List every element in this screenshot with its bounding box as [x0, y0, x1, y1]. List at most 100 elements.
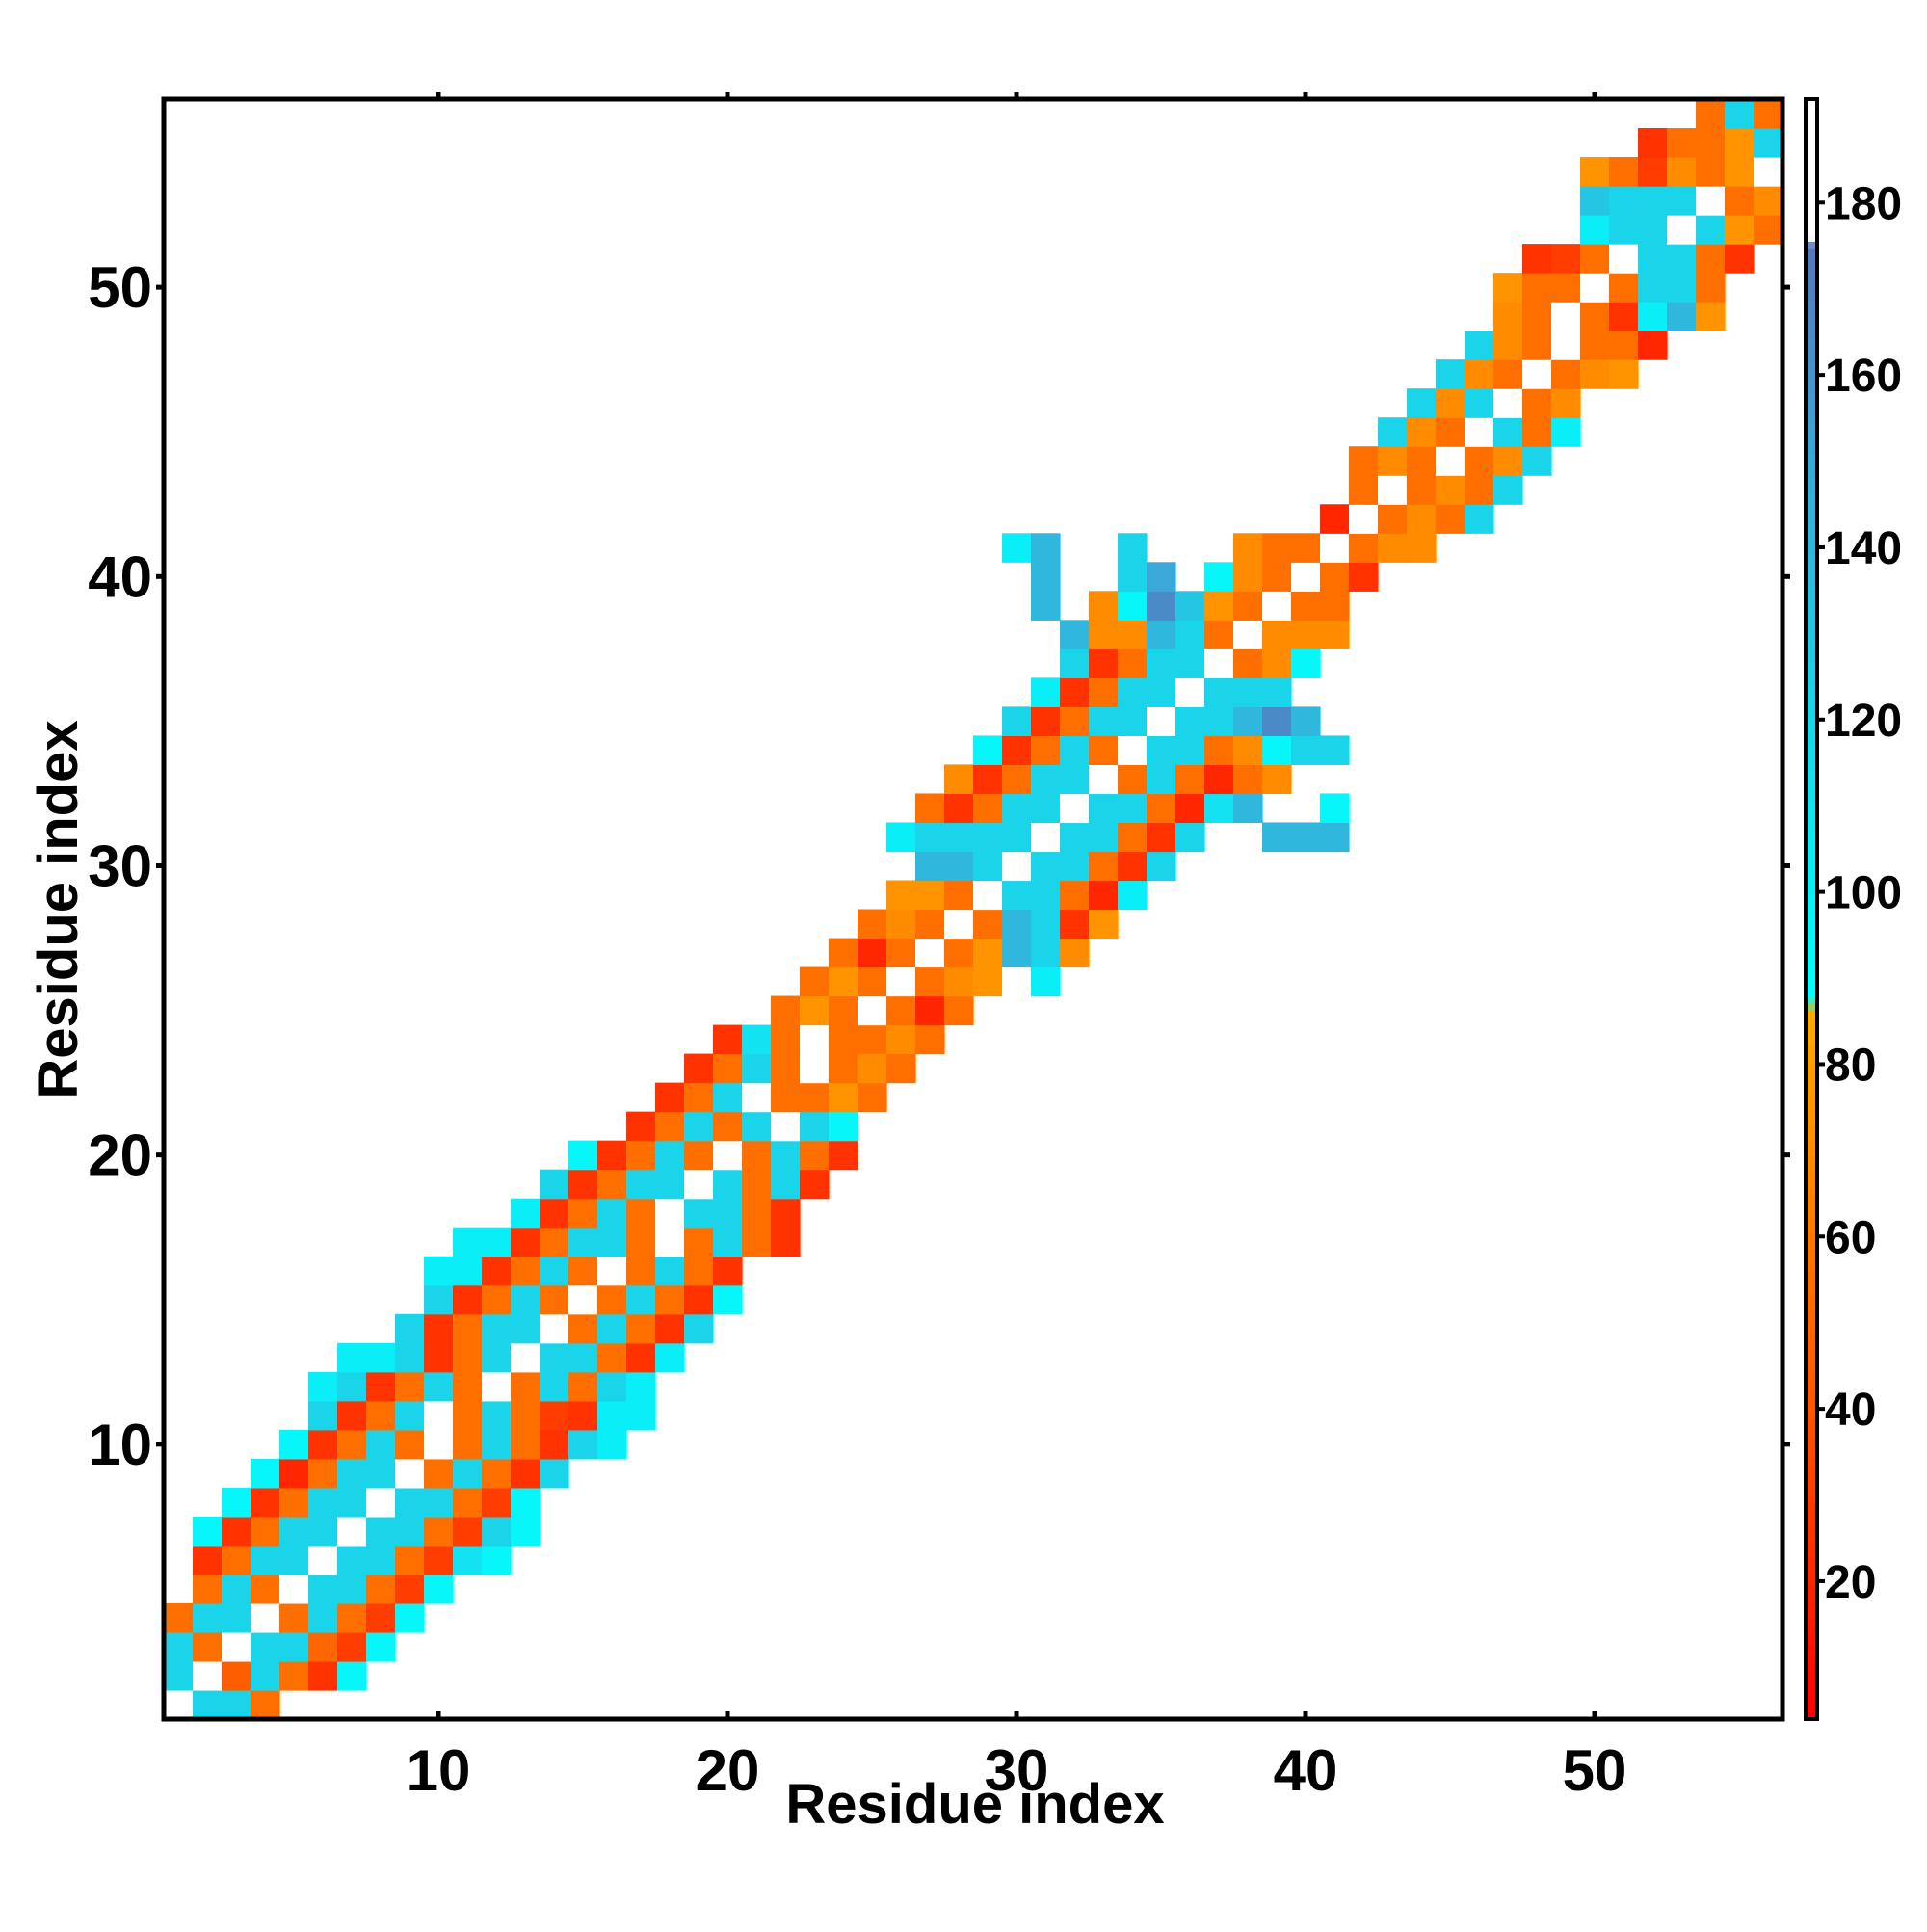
heatmap-cell [1551, 388, 1581, 418]
heatmap-cell [684, 1140, 714, 1171]
heatmap-cell [1638, 244, 1668, 274]
colorbar-segment [1806, 470, 1817, 479]
heatmap-cell [1436, 475, 1465, 505]
colorbar-segment [1806, 1327, 1817, 1336]
colorbar-segment [1806, 490, 1817, 499]
heatmap-cell [1696, 186, 1726, 216]
heatmap-cell [713, 1140, 743, 1171]
heatmap-cell [568, 1256, 598, 1286]
heatmap-cell [1551, 359, 1581, 389]
colorbar-segment [1806, 1657, 1817, 1666]
heatmap-cell [1089, 677, 1119, 707]
colorbar-segment [1806, 275, 1817, 282]
heatmap-cell [886, 938, 916, 968]
colorbar-segment [1806, 1516, 1817, 1524]
heatmap-cell [1118, 648, 1148, 678]
colorbar-segment [1806, 578, 1817, 587]
heatmap-cell [395, 1516, 425, 1547]
heatmap-cell [771, 1169, 801, 1200]
heatmap-cell [626, 1198, 656, 1229]
heatmap-cell [1580, 302, 1610, 331]
heatmap-cell [886, 1053, 916, 1084]
heatmap-cell [482, 1487, 512, 1518]
heatmap-cell [366, 1574, 396, 1604]
colorbar-segment [1806, 214, 1817, 222]
heatmap-cell [1089, 706, 1119, 736]
heatmap-cell [1233, 793, 1263, 824]
heatmap-cell [279, 1602, 309, 1633]
heatmap-cell [568, 1400, 598, 1431]
heatmap-cell [395, 1342, 425, 1373]
colorbar-segment [1806, 1712, 1817, 1720]
colorbar-segment [1806, 1091, 1817, 1099]
colorbar-segment [1806, 565, 1817, 573]
heatmap-cell [771, 1227, 801, 1257]
colorbar-segment [1806, 976, 1817, 985]
heatmap-cell [973, 764, 1003, 795]
colorbar-segment [1806, 888, 1817, 897]
colorbar-segment [1806, 625, 1817, 634]
heatmap-cell [1089, 764, 1119, 795]
heatmap-cell [597, 1169, 627, 1200]
heatmap-cell [829, 1111, 858, 1142]
colorbar-segment [1806, 450, 1817, 459]
heatmap-cell [1031, 591, 1061, 621]
colorbar-segment [1806, 1131, 1817, 1140]
heatmap-cell [1089, 620, 1119, 649]
colorbar-segment [1806, 983, 1817, 992]
heatmap-cell [453, 1429, 483, 1460]
heatmap-cell [655, 1198, 685, 1229]
heatmap-cell [511, 1342, 541, 1373]
colorbar-segment [1806, 1691, 1817, 1700]
heatmap-cell [1233, 677, 1263, 707]
heatmap-cell [308, 1545, 338, 1575]
heatmap-cell [1609, 157, 1639, 187]
heatmap-cell [568, 1140, 598, 1171]
colorbar-segment [1806, 133, 1817, 141]
heatmap-cell [222, 1631, 251, 1662]
heatmap-cell [655, 1284, 685, 1315]
heatmap-cell [973, 735, 1003, 766]
colorbar-segment [1806, 342, 1817, 350]
heatmap-cell [1696, 99, 1726, 129]
colorbar-segment [1806, 106, 1817, 114]
colorbar-tick-label: 100 [1825, 868, 1902, 919]
colorbar-segment [1806, 807, 1817, 816]
heatmap-cell [655, 1082, 685, 1113]
colorbar-segment [1806, 1098, 1817, 1106]
heatmap-cell [337, 1487, 367, 1518]
heatmap-cell [742, 1053, 772, 1084]
heatmap-cell [771, 1198, 801, 1229]
heatmap-cell [1031, 677, 1061, 707]
heatmap-cell [1118, 677, 1148, 707]
heatmap-cell [973, 966, 1003, 997]
colorbar-segment [1806, 1361, 1817, 1369]
heatmap-cell [944, 851, 974, 882]
colorbar-segment [1806, 1259, 1817, 1268]
heatmap-cell [1204, 620, 1234, 649]
heatmap-cell [568, 1198, 598, 1229]
colorbar-segment [1806, 1226, 1817, 1234]
heatmap-cell [771, 995, 801, 1026]
heatmap-cell [193, 1545, 223, 1575]
heatmap-cell [279, 1487, 309, 1518]
heatmap-cell [164, 1660, 194, 1691]
heatmap-cell [771, 1024, 801, 1055]
colorbar-segment [1806, 383, 1817, 390]
heatmap-cell [1147, 735, 1176, 766]
heatmap-cell [568, 1371, 598, 1402]
heatmap-cell [366, 1400, 396, 1431]
colorbar-segment [1806, 551, 1817, 560]
heatmap-cell [337, 1458, 367, 1489]
heatmap-cell [308, 1574, 338, 1604]
heatmap-cell [1060, 909, 1090, 940]
colorbar-segment [1806, 834, 1817, 843]
heatmap-cell [858, 966, 887, 997]
y-tick-label: 30 [88, 834, 152, 898]
colorbar-segment [1806, 437, 1817, 445]
colorbar-segment [1806, 268, 1817, 276]
heatmap-cell [1175, 706, 1205, 736]
colorbar-segment [1806, 1253, 1817, 1261]
colorbar-segment [1806, 221, 1817, 228]
